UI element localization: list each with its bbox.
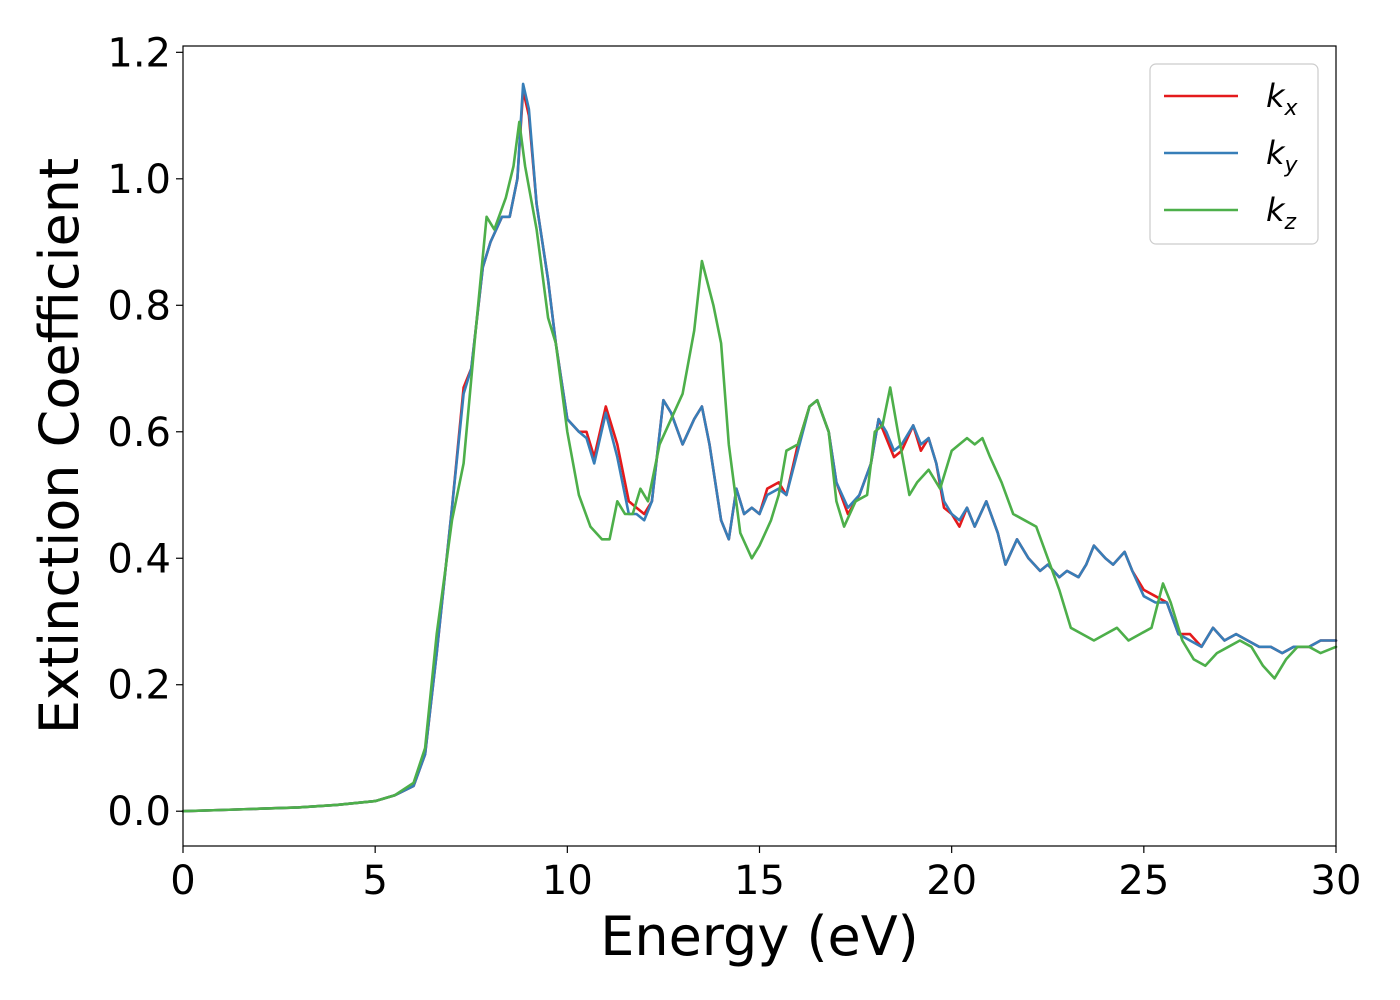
y-tick-label: 0.0 [107, 789, 171, 835]
series-line-z [181, 120, 1338, 813]
series-layer [181, 82, 1338, 813]
legend-label-y: ky [1266, 134, 1299, 178]
x-tick-label: 5 [362, 858, 387, 904]
legend-label-z: kz [1266, 191, 1297, 235]
y-tick-label: 0.6 [107, 410, 171, 456]
x-tick-label: 25 [1118, 858, 1169, 904]
legend: kx ky kz [1149, 63, 1319, 245]
x-tick-label: 20 [926, 858, 977, 904]
y-tick-label: 0.8 [107, 283, 171, 329]
x-tick-label: 10 [542, 858, 593, 904]
x-tick-label: 15 [734, 858, 785, 904]
y-tick-label: 1.2 [107, 30, 171, 76]
axis-ticks: 0 5 10 15 20 25 30 0.0 0.2 0.4 0.6 0.8 1.0 1.2 [107, 30, 1361, 904]
y-tick-label: 1.0 [107, 157, 171, 203]
y-tick-label: 0.2 [107, 663, 171, 709]
y-tick-label: 0.4 [107, 536, 171, 582]
x-tick-label: 0 [170, 858, 195, 904]
legend-label-x: kx [1266, 77, 1299, 121]
x-tick-label: 30 [1311, 858, 1362, 904]
x-axis-label: Energy (eV) [600, 905, 919, 968]
y-axis-label: Extinction Coefficient [28, 158, 91, 734]
